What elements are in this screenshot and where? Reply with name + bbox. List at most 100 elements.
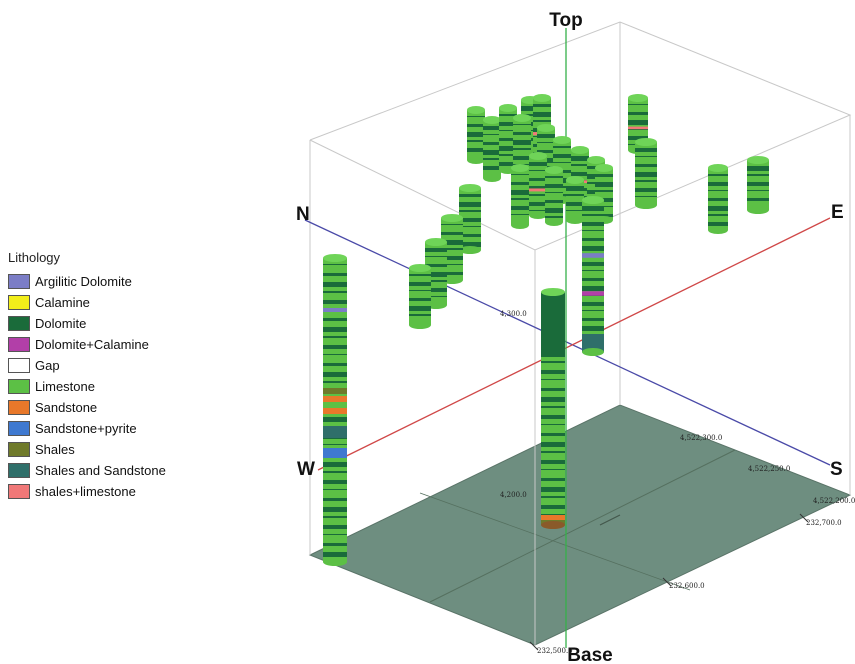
boreholes [323,94,769,566]
borehole[interactable] [409,264,431,329]
lithology-band [323,282,347,287]
borehole-base [747,206,769,214]
legend-item: Shales and Sandstone [8,460,208,481]
lithology-band [513,156,531,160]
lithology-band [425,264,447,267]
easting-label-1: 232,700.0 [806,519,842,527]
lithology-band [747,190,769,191]
borehole[interactable] [513,114,531,179]
borehole[interactable] [323,254,347,566]
lithology-band [409,314,431,316]
lithology-band [459,218,481,222]
legend-label: Dolomite+Calamine [35,337,149,352]
lithology-legend: Lithology Argilitic Dolomite Calamine Dolo… [8,250,208,502]
legend-swatch [8,421,30,436]
lithology-band [628,104,648,105]
borehole[interactable] [511,164,529,229]
borehole[interactable] [529,152,547,219]
lithology-band [511,206,529,210]
legend-label: shales+limestone [35,484,136,499]
west-label: W [297,459,315,480]
borehole-cap [628,94,648,102]
borehole[interactable] [582,196,604,356]
borehole-base [566,216,584,224]
borehole-base [635,201,657,209]
lithology-band [513,124,531,125]
borehole-base [545,218,563,226]
lithology-band [483,134,501,135]
lithology-band [582,310,604,311]
lithology-band [541,496,565,498]
borehole-cap [587,156,605,164]
lithology-band [529,202,547,206]
borehole[interactable] [708,164,728,234]
lithology-band [708,174,728,176]
lithology-band [529,188,547,192]
lithology-band [409,282,431,286]
lithology-band [323,336,347,338]
lithology-band [708,222,728,226]
lithology-band [499,146,517,151]
lithology-band [459,194,481,197]
lithology-band [571,172,589,176]
borehole-cap [533,94,551,102]
lithology-band [595,174,613,177]
lithology-band [533,120,551,122]
lithology-band [545,200,563,203]
legend-label: Calamine [35,295,90,310]
borehole[interactable] [483,116,501,182]
legend-label: Dolomite [35,316,87,331]
borehole[interactable] [566,176,584,224]
borehole-cap [483,116,501,124]
lithology-band [483,166,501,170]
lithology-band [529,210,547,211]
lithology-band [467,148,485,152]
lithology-band [545,208,563,213]
legend-label: Gap [35,358,60,373]
lithology-band [441,224,463,225]
lithology-band [441,232,463,235]
tick [799,513,809,523]
south-label: S [830,459,843,480]
borehole[interactable] [747,156,769,214]
lithology-band [566,186,584,191]
lithology-band [425,296,447,297]
lithology-band [747,166,769,171]
tick [529,641,539,651]
lithology-band [582,291,604,296]
lithology-band [533,104,551,107]
borehole-cap [425,238,447,246]
lithology-band [425,272,447,277]
borehole-cap [323,254,347,262]
lithology-band [708,206,728,211]
borehole[interactable] [635,138,657,209]
borehole[interactable] [545,166,563,226]
borehole-cap [571,146,589,154]
borehole-cap [537,124,555,132]
borehole[interactable] [499,104,517,174]
lithology-band [323,273,347,276]
lithology-band [323,396,347,402]
lithology-band [553,162,571,163]
lithology-band [409,268,431,325]
lithology-band [459,234,481,237]
lithology-band [582,334,604,352]
lithology-band [323,264,347,265]
borehole[interactable] [541,288,565,529]
base-grid-line [599,514,621,526]
legend-item: Limestone [8,376,208,397]
lithology-band [537,150,555,153]
lithology-band [459,202,481,207]
borehole[interactable] [467,106,485,164]
borehole[interactable] [459,184,481,254]
lithology-band [635,156,657,157]
lithology-band [582,246,604,251]
borehole-cap [467,106,485,114]
lithology-band [628,120,648,125]
lithology-band [537,142,555,143]
lithology-band [323,417,347,422]
elevation-label-lower: 4,200.0 [500,491,527,499]
lithology-band [529,178,547,181]
lithology-band [425,280,447,282]
